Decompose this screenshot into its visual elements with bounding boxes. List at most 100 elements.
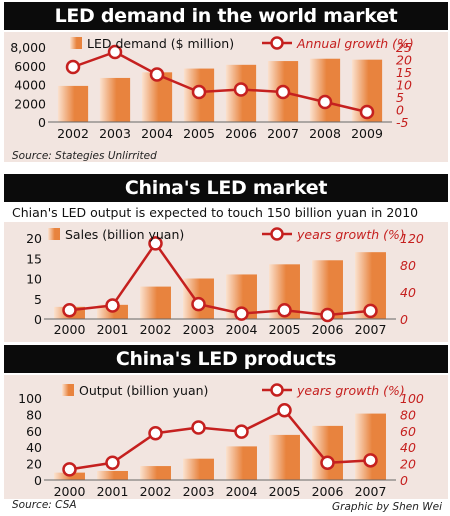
left-tick-label: 0: [38, 115, 46, 130]
growth-point: [62, 302, 77, 318]
growth-point: [191, 84, 207, 100]
bar: [355, 413, 386, 480]
x-tick-label: 2008: [309, 126, 341, 141]
legend-bar-label: LED demand ($ million): [87, 36, 234, 51]
legend-line-marker: [270, 227, 284, 241]
x-tick-label: 2006: [312, 484, 344, 499]
growth-point: [65, 59, 81, 75]
x-tick-label: 2006: [225, 126, 257, 141]
left-tick-label: 5: [34, 292, 42, 307]
growth-point: [191, 420, 206, 435]
growth-point: [317, 94, 333, 110]
left-tick-label: 20: [26, 457, 42, 472]
growth-point: [105, 455, 120, 471]
growth-point: [320, 455, 335, 471]
left-tick-label: 20: [26, 231, 42, 246]
chart-2-subtitle: Chian's LED output is expected to touch …: [12, 205, 419, 220]
left-tick-label: 6000: [14, 59, 46, 74]
bar: [140, 466, 171, 480]
x-tick-label: 2002: [140, 484, 172, 499]
growth-line: [69, 408, 371, 471]
growth-point: [363, 303, 378, 319]
legend-bar-label: Sales (billion yuan): [65, 227, 184, 242]
growth-point: [62, 462, 77, 477]
graphic-credit: Graphic by Shen Wei: [332, 501, 442, 513]
x-tick-label: 2007: [267, 126, 299, 141]
right-tick-label: 40: [400, 440, 416, 455]
left-tick-label: 4000: [14, 78, 46, 93]
right-tick-label: 0: [400, 473, 408, 488]
x-tick-label: 2001: [97, 484, 129, 499]
bar: [99, 77, 131, 122]
bar: [312, 425, 343, 480]
legend-bar-swatch: [70, 37, 82, 49]
legend-line-marker: [270, 383, 284, 397]
x-tick-label: 2005: [269, 322, 301, 337]
left-tick-label: 80: [26, 407, 42, 422]
right-tick-label: 0: [400, 312, 408, 327]
growth-point: [363, 453, 378, 468]
bar: [57, 85, 89, 122]
legend-bar-swatch: [62, 384, 74, 396]
legend-line-label: years growth (%): [296, 383, 405, 398]
x-tick-label: 2007: [355, 322, 387, 337]
growth-point: [359, 104, 375, 120]
growth-point: [275, 84, 291, 100]
growth-point: [105, 298, 120, 313]
legend-line-label: Annual growth (%): [296, 36, 414, 51]
x-tick-label: 2007: [355, 484, 387, 499]
left-tick-label: 100: [18, 391, 42, 406]
right-tick-label: 0: [396, 103, 404, 118]
bar: [309, 58, 341, 122]
bar: [97, 470, 128, 480]
x-tick-label: 2006: [312, 322, 344, 337]
x-tick-label: 2003: [99, 126, 131, 141]
x-tick-label: 2004: [226, 484, 258, 499]
bar: [183, 458, 214, 480]
legend-line-label: years growth (%): [296, 227, 405, 242]
left-tick-label: 60: [26, 424, 42, 439]
right-tick-label: 20: [396, 53, 412, 68]
right-tick-label: 15: [396, 65, 412, 80]
right-tick-label: -5: [396, 115, 409, 130]
legend-bar-label: Output (billion yuan): [79, 383, 208, 398]
bar: [226, 446, 257, 480]
right-tick-label: 20: [400, 457, 416, 472]
bar: [140, 286, 171, 319]
legend-line-marker: [270, 36, 284, 50]
chart-2-svg: 0 5 10 15 20 0 40 80 120 2000 2001 2002 2003 2004 2005…: [26, 227, 424, 337]
x-tick-label: 2000: [54, 484, 86, 499]
bar: [269, 434, 300, 480]
right-tick-label: 120: [400, 231, 424, 246]
growth-point: [277, 403, 292, 418]
legend-bar-swatch: [48, 228, 60, 240]
growth-point: [107, 44, 123, 60]
right-tick-label: 5: [396, 90, 404, 105]
chart-3-title: China's LED products: [4, 345, 448, 373]
right-tick-label: 80: [400, 258, 416, 273]
growth-point: [149, 67, 165, 82]
x-tick-label: 2002: [140, 322, 172, 337]
growth-point: [320, 307, 335, 323]
chart-1-title: LED demand in the world market: [4, 2, 448, 30]
chart-3-source: Source: CSA: [12, 499, 77, 511]
x-tick-label: 2005: [269, 484, 301, 499]
left-tick-label: 10: [26, 272, 42, 287]
x-tick-label: 2004: [226, 322, 258, 337]
x-tick-label: 2002: [57, 126, 89, 141]
left-tick-label: 0: [34, 312, 42, 327]
growth-point: [233, 82, 249, 97]
right-tick-label: 100: [400, 391, 424, 406]
x-tick-label: 2000: [54, 322, 86, 337]
left-tick-label: 8,000: [10, 40, 46, 55]
growth-point: [191, 296, 206, 312]
x-tick-label: 2003: [183, 484, 215, 499]
x-tick-label: 2004: [141, 126, 173, 141]
x-tick-label: 2009: [351, 126, 383, 141]
left-tick-label: 2000: [14, 96, 46, 111]
growth-point: [148, 426, 163, 441]
x-tick-label: 2003: [183, 322, 215, 337]
chart-2-title: China's LED market: [4, 174, 448, 202]
